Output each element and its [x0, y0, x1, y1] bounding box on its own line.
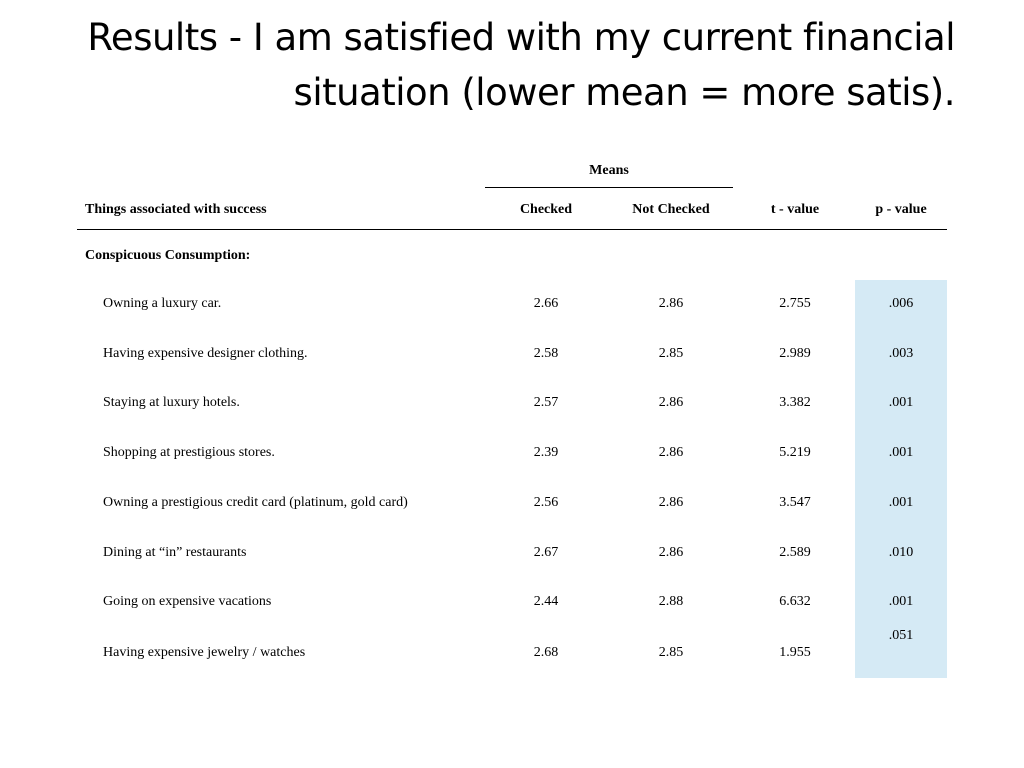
row-not-checked-mean: 2.86	[658, 544, 684, 560]
table-row: Having expensive jewelry / watches 2.68 …	[77, 628, 947, 678]
table-row: Shopping at prestigious stores. 2.39 2.8…	[77, 429, 947, 479]
row-p-value: .010	[888, 544, 914, 560]
table-row: Having expensive designer clothing. 2.58…	[77, 330, 947, 380]
table-row: Owning a prestigious credit card (platin…	[77, 479, 947, 529]
row-not-checked-mean: 2.88	[658, 594, 684, 610]
row-not-checked-mean: 2.86	[658, 296, 684, 311]
row-t-value: 3.382	[779, 395, 811, 411]
row-p-value: .003	[888, 345, 914, 361]
row-checked-mean: 2.66	[533, 296, 559, 311]
row-checked-mean: 2.58	[533, 345, 559, 361]
row-t-value: 2.989	[779, 345, 811, 361]
means-rule	[485, 187, 733, 188]
p-value-highlight	[855, 280, 947, 678]
row-not-checked-mean: 2.86	[658, 395, 684, 411]
row-label: Shopping at prestigious stores.	[103, 445, 275, 461]
table-row: Dining at “in” restaurants 2.67 2.86 2.5…	[77, 529, 947, 579]
row-label: Having expensive jewelry / watches	[103, 644, 306, 660]
table-row: Staying at luxury hotels. 2.57 2.86 3.38…	[77, 379, 947, 429]
row-p-value: .001	[888, 494, 914, 510]
row-not-checked-mean: 2.85	[658, 345, 684, 361]
means-header-row: Means	[77, 150, 947, 188]
row-p-value: .051	[888, 627, 914, 643]
header-t-value: t - value	[770, 202, 820, 217]
header-checked: Checked	[519, 202, 573, 217]
row-label: Going on expensive vacations	[103, 594, 272, 610]
row-t-value: 3.547	[779, 494, 811, 510]
row-t-value: 2.589	[779, 544, 811, 560]
section-row: Conspicuous Consumption:	[77, 230, 947, 280]
slide-title-line-2: situation (lower mean = more satis).	[293, 71, 956, 114]
table-row: Going on expensive vacations 2.44 2.88 6…	[77, 578, 947, 628]
slide-title-line-1: Results - I am satisfied with my current…	[87, 16, 955, 59]
row-checked-mean: 2.44	[533, 594, 559, 610]
row-label: Owning a prestigious credit card (platin…	[103, 494, 408, 510]
row-label: Having expensive designer clothing.	[103, 345, 308, 361]
header-things-associated: Things associated with success	[85, 202, 267, 217]
means-label: Means	[589, 163, 629, 178]
table-row: Owning a luxury car. 2.66 2.86 2.755 .00…	[77, 280, 947, 330]
row-p-value: .006	[888, 296, 914, 311]
row-t-value: 5.219	[779, 445, 811, 461]
row-checked-mean: 2.39	[533, 445, 559, 461]
header-p-value: p - value	[875, 202, 927, 217]
row-checked-mean: 2.57	[533, 395, 559, 411]
row-not-checked-mean: 2.85	[658, 644, 684, 660]
row-label: Dining at “in” restaurants	[103, 544, 247, 560]
row-checked-mean: 2.67	[533, 544, 559, 560]
section-label: Conspicuous Consumption:	[85, 248, 251, 263]
row-label: Staying at luxury hotels.	[103, 395, 240, 411]
row-p-value: .001	[888, 395, 914, 411]
row-t-value: 6.632	[779, 594, 811, 610]
row-p-value: .001	[888, 594, 914, 610]
row-p-value: .001	[888, 445, 914, 461]
row-label: Owning a luxury car.	[103, 296, 222, 311]
column-header-row: Things associated with success Checked N…	[77, 188, 947, 230]
slide-title: Results - I am satisfied with my current…	[40, 10, 955, 120]
row-t-value: 1.955	[779, 644, 811, 660]
header-not-checked: Not Checked	[632, 202, 710, 217]
row-t-value: 2.755	[779, 296, 811, 311]
row-checked-mean: 2.56	[533, 494, 559, 510]
row-checked-mean: 2.68	[533, 644, 559, 660]
row-not-checked-mean: 2.86	[658, 494, 684, 510]
row-not-checked-mean: 2.86	[658, 445, 684, 461]
